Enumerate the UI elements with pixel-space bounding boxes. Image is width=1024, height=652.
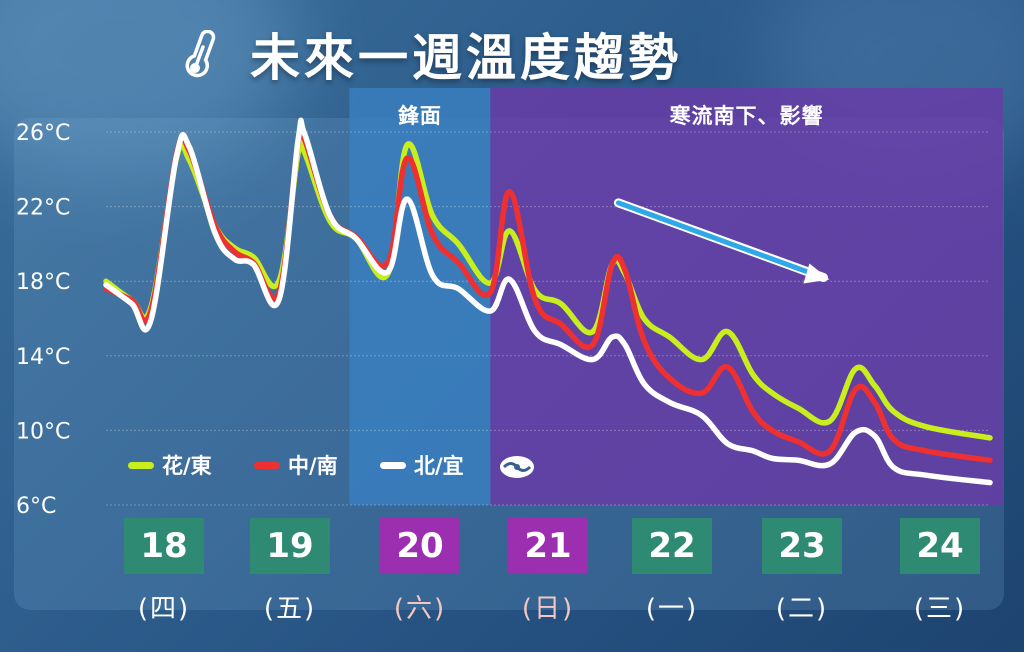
weather-agency-logo-icon xyxy=(500,456,534,478)
date-box: 23 xyxy=(762,518,842,574)
trend-arrow-head xyxy=(803,263,830,284)
date-box: 22 xyxy=(632,518,712,574)
weekday-label: (五) xyxy=(263,594,317,624)
legend-label: 中/南 xyxy=(288,454,338,478)
date-box: 24 xyxy=(900,518,980,574)
series-line-2 xyxy=(103,117,993,486)
series-layer xyxy=(103,117,993,486)
legend-label: 花/東 xyxy=(162,454,212,478)
weekday-label: (四) xyxy=(137,594,191,624)
date-box: 18 xyxy=(124,518,204,574)
weekday-label: (二) xyxy=(775,594,829,624)
legend-item-huadong: 花/東 xyxy=(128,452,212,478)
legend-label: 北/宜 xyxy=(414,454,464,478)
weekday-label: (六) xyxy=(393,594,447,624)
page-title: 未來一週溫度趨勢 xyxy=(250,29,682,87)
bands-layer xyxy=(349,88,1003,505)
trend-arrow xyxy=(615,200,820,278)
y-tick-label: 18°C xyxy=(16,270,70,295)
legend-item-zhongnan: 中/南 xyxy=(254,452,338,478)
band-label: 寒流南下、影響 xyxy=(669,104,824,128)
legend-swatch xyxy=(380,461,406,469)
legend-swatch xyxy=(128,461,154,469)
series-line-1 xyxy=(103,122,993,463)
band-1 xyxy=(490,88,1003,505)
band-label: 鋒面 xyxy=(397,104,442,128)
y-axis-layer: 26°C 22°C 18°C 14°C 10°C 6°C xyxy=(16,121,70,519)
y-tick-label: 6°C xyxy=(16,494,56,519)
weekday-label: (一) xyxy=(645,594,699,624)
weekday-label: (日) xyxy=(521,594,575,624)
y-tick-label: 26°C xyxy=(16,121,70,146)
thermometer-icon xyxy=(185,30,216,78)
legend-item-beiyi: 北/宜 xyxy=(380,452,464,478)
y-tick-label: 14°C xyxy=(16,345,70,370)
date-box: 21 xyxy=(508,518,588,574)
trend-arrow-layer xyxy=(613,198,830,284)
weekday-label: (三) xyxy=(913,594,967,624)
y-tick-label: 10°C xyxy=(16,419,70,444)
date-box: 20 xyxy=(380,518,460,574)
legend-swatch xyxy=(254,461,280,469)
date-box: 19 xyxy=(250,518,330,574)
y-tick-label: 22°C xyxy=(16,196,70,221)
